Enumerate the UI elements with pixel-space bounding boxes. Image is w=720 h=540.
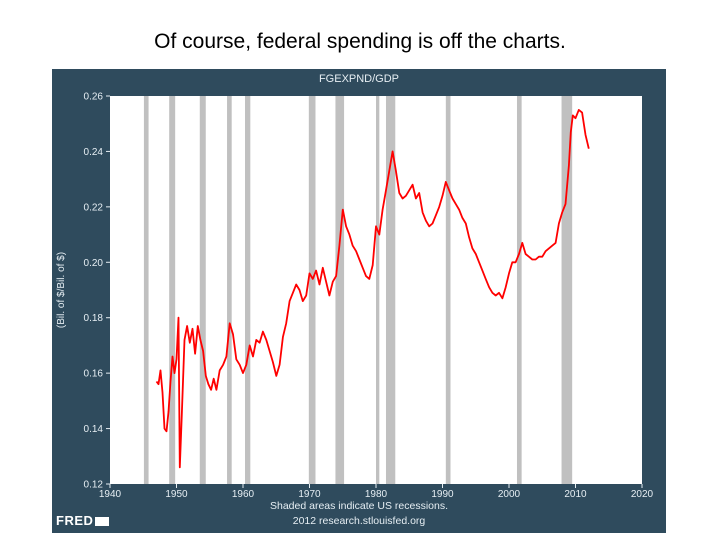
recession-bands [143,96,573,484]
x-tick-label: 1940 [99,489,122,500]
y-tick-label: 0.18 [84,313,104,324]
fred-graph-icon [95,516,110,526]
recession-band [199,96,206,484]
y-axis-ticks: 0.12 0.14 0.16 0.18 0.20 0.22 0.24 0.26 [84,92,110,491]
slide-title: Of course, federal spending is off the c… [154,30,566,53]
chart-title: FGEXPND/GDP [319,73,399,85]
recession-band [385,96,396,484]
recession-band [143,96,149,484]
fred-chart-panel: FGEXPND/GDP 0.12 0.14 0.16 0.18 0.20 0.22 0.24… [52,69,666,533]
recession-band [445,96,451,484]
y-tick-label: 0.24 [84,147,104,158]
recession-band [376,96,380,484]
series-line-group [155,109,590,469]
fred-logo: FRED [56,512,110,530]
recession-band [169,96,176,484]
series-line [155,109,590,469]
x-tick-label: 1980 [365,489,388,500]
x-tick-label: 1960 [232,489,255,500]
y-tick-label: 0.26 [84,92,104,103]
recession-band [244,96,251,484]
recession-band [308,96,316,484]
fred-logo-text: FRED [56,513,94,528]
recession-note: Shaded areas indicate US recessions. [270,500,448,512]
chart-svg: FGEXPND/GDP 0.12 0.14 0.16 0.18 0.20 0.22 0.24… [56,73,654,527]
recession-band [561,96,573,484]
x-tick-label: 1990 [431,489,454,500]
x-tick-label: 1970 [298,489,321,500]
y-axis-label: (Bil. of $/Bil. of $) [56,252,67,328]
source-note: 2012 research.stlouisfed.org [293,515,426,527]
y-tick-label: 0.22 [84,202,104,213]
y-tick-label: 0.14 [84,424,104,435]
recession-band [227,96,232,484]
recession-band [516,96,522,484]
x-tick-label: 2000 [498,489,521,500]
x-tick-label: 2020 [631,489,654,500]
y-tick-label: 0.12 [84,480,104,491]
y-tick-label: 0.20 [84,258,104,269]
x-axis-ticks: 1940 1950 1960 1970 1980 1990 2000 2010 2020 [99,484,654,500]
x-tick-label: 2010 [564,489,587,500]
y-tick-label: 0.16 [84,369,104,380]
x-tick-label: 1950 [165,489,188,500]
recession-band [335,96,345,484]
